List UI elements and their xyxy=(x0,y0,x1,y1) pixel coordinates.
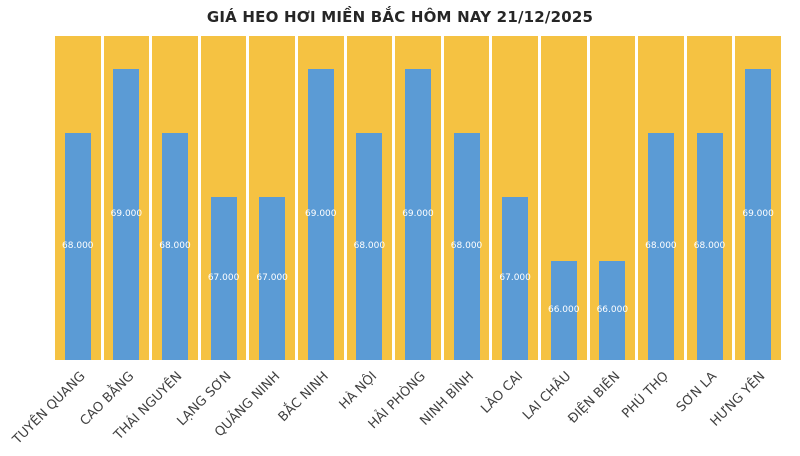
bar-value-label: 68.000 xyxy=(159,241,191,252)
bar-column-5: 67.000 QUẢNG NINH xyxy=(212,36,295,440)
bar-column-4: 67.000 LẠNG SƠN xyxy=(174,36,247,429)
bar-column-1: 68.000 TUYÊN QUANG xyxy=(10,36,101,447)
bar-column-9: 68.000 NINH BÌNH xyxy=(417,36,490,429)
bar-value-label: 67.000 xyxy=(499,273,531,284)
bar-value-label: 69.000 xyxy=(305,209,337,220)
price-bar-14: 68.000 xyxy=(693,132,726,360)
bar-column-10: 67.000 LÀO CAI xyxy=(478,36,538,417)
price-bar-1: 68.000 xyxy=(62,132,94,360)
price-bar-15: 69.000 xyxy=(742,68,774,360)
bar-column-7: 68.000 HÀ NỘI xyxy=(336,36,393,413)
bar-value-label: 68.000 xyxy=(353,241,386,252)
x-axis-label: TUYÊN QUANG xyxy=(9,369,89,448)
x-axis-label: BẮC NINH xyxy=(275,369,332,425)
chart-title: GIÁ HEO HƠI MIỀN BẮC HÔM NAY 21/12/2025 xyxy=(206,8,594,26)
plot-area: 68.000 TUYÊN QUANG 69.000 CAO BẰNG 68.000 THÁ… xyxy=(10,36,781,447)
bar-column-15: 69.000 HƯNG YÊN xyxy=(708,36,781,430)
price-bar-2: 69.000 xyxy=(111,68,142,360)
bar-value-label: 69.000 xyxy=(742,209,774,220)
bar-column-14: 68.000 SƠN LA xyxy=(674,36,733,415)
bar-column-11: 66.000 LAI CHÂU xyxy=(520,36,587,423)
price-bar-5: 67.000 xyxy=(256,196,288,360)
bar-column-8: 69.000 HẢI PHÒNG xyxy=(365,36,441,432)
price-bar-9: 68.000 xyxy=(450,132,483,360)
x-axis-label: LÀO CAI xyxy=(478,369,526,417)
bar-value-label: 68.000 xyxy=(693,241,726,252)
bar-value-label: 66.000 xyxy=(547,305,580,316)
bar-value-label: 69.000 xyxy=(402,209,434,220)
bar-column-13: 68.000 PHÚ THỌ xyxy=(619,36,684,421)
bar-value-label: 67.000 xyxy=(207,273,240,284)
price-bar-6: 69.000 xyxy=(305,68,337,360)
bar-value-label: 68.000 xyxy=(450,241,483,252)
x-axis-label: HÀ NỘI xyxy=(336,369,380,413)
price-bar-11: 66.000 xyxy=(547,260,580,360)
x-axis-label: PHÚ THỌ xyxy=(619,369,672,422)
price-bar-7: 68.000 xyxy=(354,132,385,360)
bar-value-label: 69.000 xyxy=(110,209,143,220)
bar-value-label: 68.000 xyxy=(645,241,677,252)
price-bar-13: 68.000 xyxy=(645,132,677,360)
price-bar-3: 68.000 xyxy=(159,132,191,360)
bar-column-3: 68.000 THÁI NGUYÊN xyxy=(111,36,198,443)
price-bar-12: 66.000 xyxy=(597,260,628,360)
bar-column-6: 69.000 BẮC NINH xyxy=(275,36,344,425)
bar-value-label: 68.000 xyxy=(62,241,94,252)
bar-column-12: 66.000 ĐIỆN BIÊN xyxy=(565,36,636,427)
bar-column-2: 69.000 CAO BẰNG xyxy=(77,36,150,429)
price-bar-10: 67.000 xyxy=(499,196,531,360)
bar-value-label: 66.000 xyxy=(596,305,629,316)
x-axis-label: SƠN LA xyxy=(673,369,721,416)
price-bar-8: 69.000 xyxy=(402,68,434,360)
x-axis-label: ĐIỆN BIÊN xyxy=(565,369,623,427)
bar-value-label: 67.000 xyxy=(256,273,288,284)
price-bar-4: 67.000 xyxy=(207,196,240,360)
